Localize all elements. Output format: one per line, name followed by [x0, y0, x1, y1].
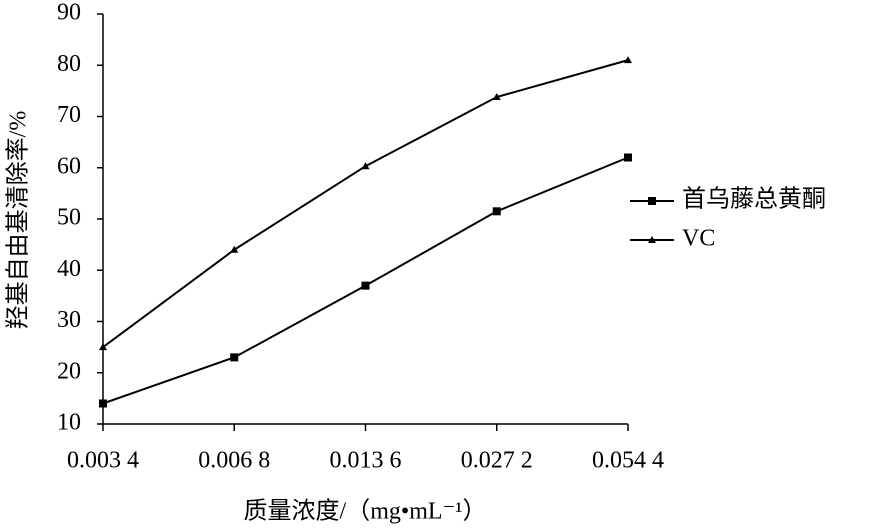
marker [230, 245, 239, 253]
series-line [102, 156, 629, 405]
marker [361, 162, 370, 170]
x-tick-label: 0.054 4 [592, 448, 664, 474]
x-tick-label: 0.003 4 [67, 448, 139, 474]
y-tick-label: 80 [57, 51, 81, 77]
marker [99, 343, 107, 351]
y-axis-label: 羟基自由基清除率/% [5, 111, 32, 330]
x-axis-label: 质量浓度/（mg•mL⁻¹） [244, 498, 487, 525]
legend-label: 首乌藤总黄酮 [682, 186, 826, 213]
legend-label: VC [682, 226, 715, 252]
y-tick-label: 50 [57, 205, 81, 231]
marker [624, 153, 632, 162]
y-tick-label: 40 [57, 256, 81, 282]
legend-marker [648, 236, 656, 243]
y-tick-label: 70 [57, 102, 81, 128]
y-tick-label: 30 [57, 307, 81, 333]
marker [492, 207, 501, 216]
x-tick-label: 0.027 2 [461, 448, 533, 474]
marker [230, 353, 239, 362]
legend-marker [648, 197, 656, 205]
y-tick-label: 60 [57, 153, 81, 179]
series-line [102, 59, 629, 348]
x-tick-label: 0.006 8 [198, 448, 270, 474]
y-tick-label: 20 [57, 358, 81, 384]
marker [99, 399, 107, 408]
y-tick-label: 10 [57, 410, 81, 436]
marker [624, 56, 632, 64]
x-tick-label: 0.013 6 [330, 448, 402, 474]
marker [361, 281, 370, 290]
y-tick-label: 90 [57, 0, 81, 26]
marker [492, 93, 501, 101]
